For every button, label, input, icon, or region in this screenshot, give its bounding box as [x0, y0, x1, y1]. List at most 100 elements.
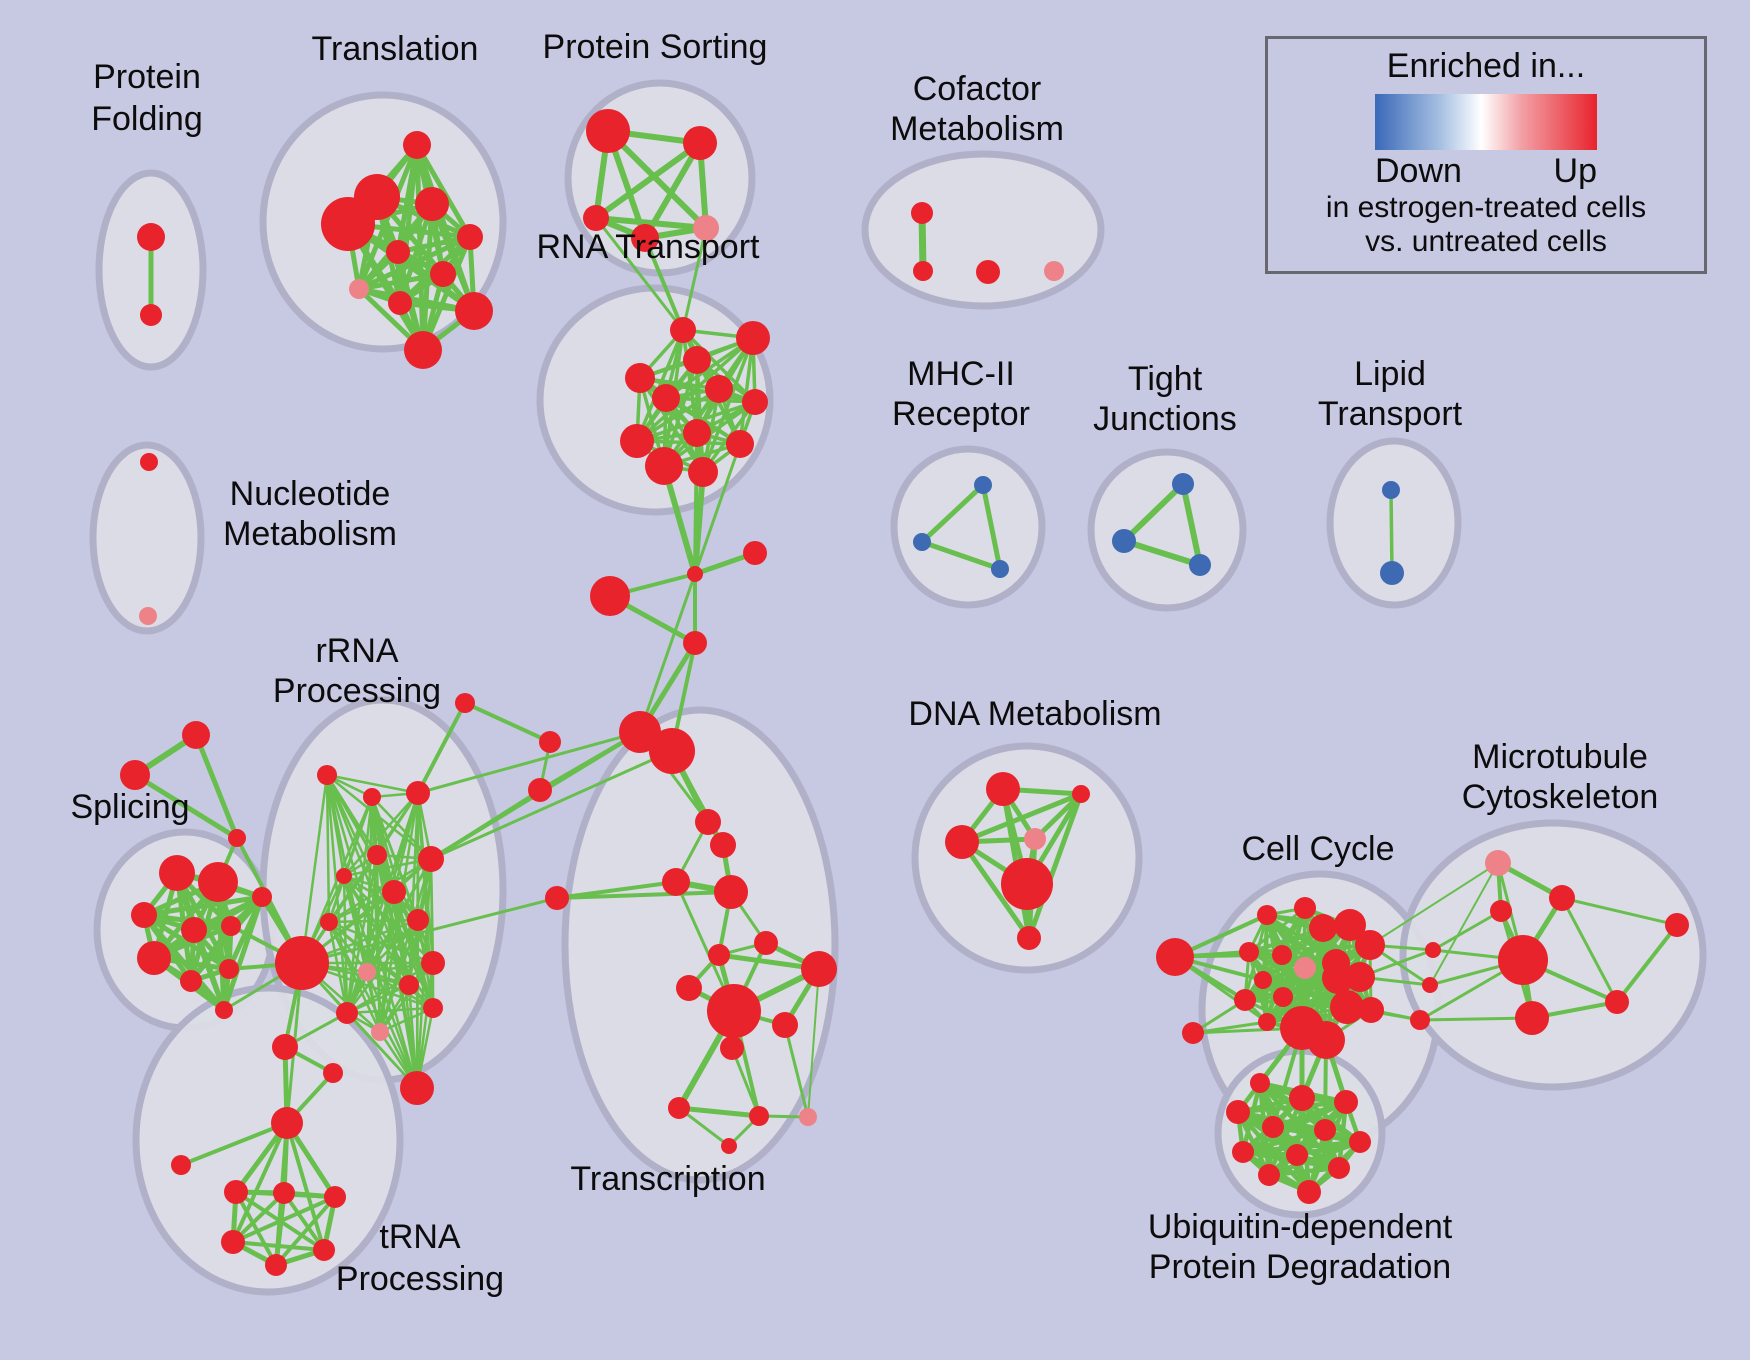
node-red-translation — [403, 131, 431, 159]
node-red-microtubule-cytoskeleton — [1665, 913, 1689, 937]
node-pink-protein-sorting — [693, 215, 719, 241]
network-edge — [415, 919, 420, 1089]
node-blue-mhc-ii-receptor — [974, 476, 992, 494]
node-red-translation — [388, 291, 412, 315]
cluster-ellipse-nucleotide-metabolism — [89, 441, 205, 635]
network-edge — [464, 701, 551, 744]
cluster-label-tight-junctions: Junctions — [1093, 400, 1237, 438]
node-red-rrna-processing — [400, 1071, 434, 1105]
node-red-protein-folding — [140, 304, 162, 326]
network-edge — [595, 215, 707, 231]
node-red-rna-transport — [620, 424, 654, 458]
network-edge — [701, 337, 755, 473]
node-red-ubiquitin-dependent-protein-degradation — [1262, 1116, 1284, 1138]
node-red-ubiquitin-dependent-protein-degradation — [1250, 1073, 1270, 1093]
node-red-dna-metabolism — [1001, 858, 1053, 910]
cluster-label-nucleotide-metabolism: Nucleotide — [230, 475, 391, 513]
node-pink-cell-cycle — [1294, 957, 1316, 979]
node-red-transcription — [708, 944, 730, 966]
cluster-label-rrna-processing: rRNA — [315, 632, 398, 670]
network-edge — [328, 921, 368, 973]
network-edge — [961, 791, 1082, 845]
node-red-rna-transport — [683, 346, 711, 374]
node-red-transcription — [695, 809, 721, 835]
network-edge — [133, 772, 239, 841]
network-edge — [638, 573, 697, 733]
node-red-ubiquitin-dependent-protein-degradation — [1232, 1141, 1254, 1163]
node-red-dna-metabolism — [1072, 785, 1090, 803]
cluster-ellipse-transcription — [561, 706, 839, 1184]
node-red-rrna-processing — [406, 781, 430, 805]
node-red-ubiquitin-dependent-protein-degradation — [1297, 1180, 1321, 1204]
node-red-rrna-processing — [399, 975, 419, 995]
network-edge — [232, 1195, 336, 1244]
network-edge — [365, 971, 419, 1089]
network-edge — [301, 896, 558, 965]
legend-gradient-bar — [1375, 94, 1597, 150]
legend-box: Enriched in... Down Up in estrogen-treat… — [1265, 36, 1707, 274]
node-blue-lipid-transport — [1382, 481, 1400, 499]
node-red-microtubule-cytoskeleton — [1490, 900, 1512, 922]
node-red-ubiquitin-dependent-protein-degradation — [1226, 1100, 1250, 1124]
node-red-transcription — [662, 868, 690, 896]
network-edge — [328, 921, 434, 1009]
network-edge — [730, 1047, 761, 1117]
node-blue-lipid-transport — [1380, 561, 1404, 585]
node-red-splicing — [252, 887, 272, 907]
node-red-nucleotide-metabolism — [140, 453, 158, 471]
legend-up-label: Up — [1553, 152, 1597, 190]
legend-subtitle-line1: in estrogen-treated cells — [1325, 191, 1647, 224]
node-red-rna-transport — [726, 430, 754, 458]
node-pink-nucleotide-metabolism — [139, 607, 157, 625]
network-edge — [327, 921, 349, 1014]
node-red-rna-transport — [683, 419, 711, 447]
network-edge — [1026, 793, 1084, 939]
network-edge — [556, 890, 732, 900]
node-red-ubiquitin-dependent-protein-degradation — [1334, 1090, 1358, 1114]
cluster-label-trna-processing: tRNA — [379, 1218, 461, 1256]
network-edge — [921, 539, 1001, 572]
network-edge — [358, 271, 444, 292]
node-red-cell-cycle — [1307, 1021, 1345, 1059]
node-red-splicing — [221, 916, 241, 936]
cluster-label-tight-junctions: Tight — [1128, 360, 1203, 398]
cluster-ellipse-cofactor-metabolism — [861, 150, 1105, 310]
cluster-label-cell-cycle: Cell Cycle — [1241, 830, 1394, 868]
node-red-connector — [619, 711, 661, 753]
node-red-splicing — [219, 959, 239, 979]
network-edge — [345, 796, 374, 1014]
node-red-protein-sorting — [586, 109, 630, 153]
node-red-rna-transport — [705, 375, 733, 403]
node-red-connector — [455, 693, 475, 713]
cluster-label-microtubule-cytoskeleton: Cytoskeleton — [1462, 778, 1659, 816]
network-edge — [1242, 1127, 1326, 1155]
node-red-connector — [539, 731, 561, 753]
node-red-microtubule-cytoskeleton — [1605, 990, 1629, 1014]
node-blue-mhc-ii-receptor — [913, 533, 931, 551]
node-red-transcription — [721, 1138, 737, 1154]
node-red-translation — [455, 292, 493, 330]
network-edge — [1237, 1099, 1347, 1115]
network-edge — [920, 483, 985, 544]
node-red-connector — [1425, 942, 1441, 958]
network-edge — [300, 796, 374, 964]
network-edge — [1180, 483, 1203, 566]
node-red-rrna-processing — [418, 846, 444, 872]
legend-subtitle-line2: vs. untreated cells — [1365, 225, 1607, 258]
node-red-cell-cycle — [1254, 971, 1272, 989]
node-pink-cofactor-metabolism — [1044, 261, 1064, 281]
node-red-trna-processing — [272, 1034, 298, 1060]
cluster-label-protein-folding: Protein — [93, 58, 201, 96]
network-edge — [678, 1105, 760, 1119]
node-red-transcription — [772, 1012, 798, 1038]
cluster-label-dna-metabolism: DNA Metabolism — [908, 695, 1161, 733]
node-red-cell-cycle — [1258, 1013, 1276, 1031]
network-edge — [1121, 481, 1186, 544]
node-red-cell-cycle — [1273, 987, 1293, 1007]
node-red-translation — [457, 224, 483, 250]
network-edge — [594, 217, 685, 331]
node-red-microtubule-cytoskeleton — [1498, 935, 1548, 985]
cluster-label-ubiquitin-dependent-protein-degradation: Ubiquitin-dependent — [1148, 1208, 1453, 1246]
node-red-rna-transport — [742, 389, 768, 415]
